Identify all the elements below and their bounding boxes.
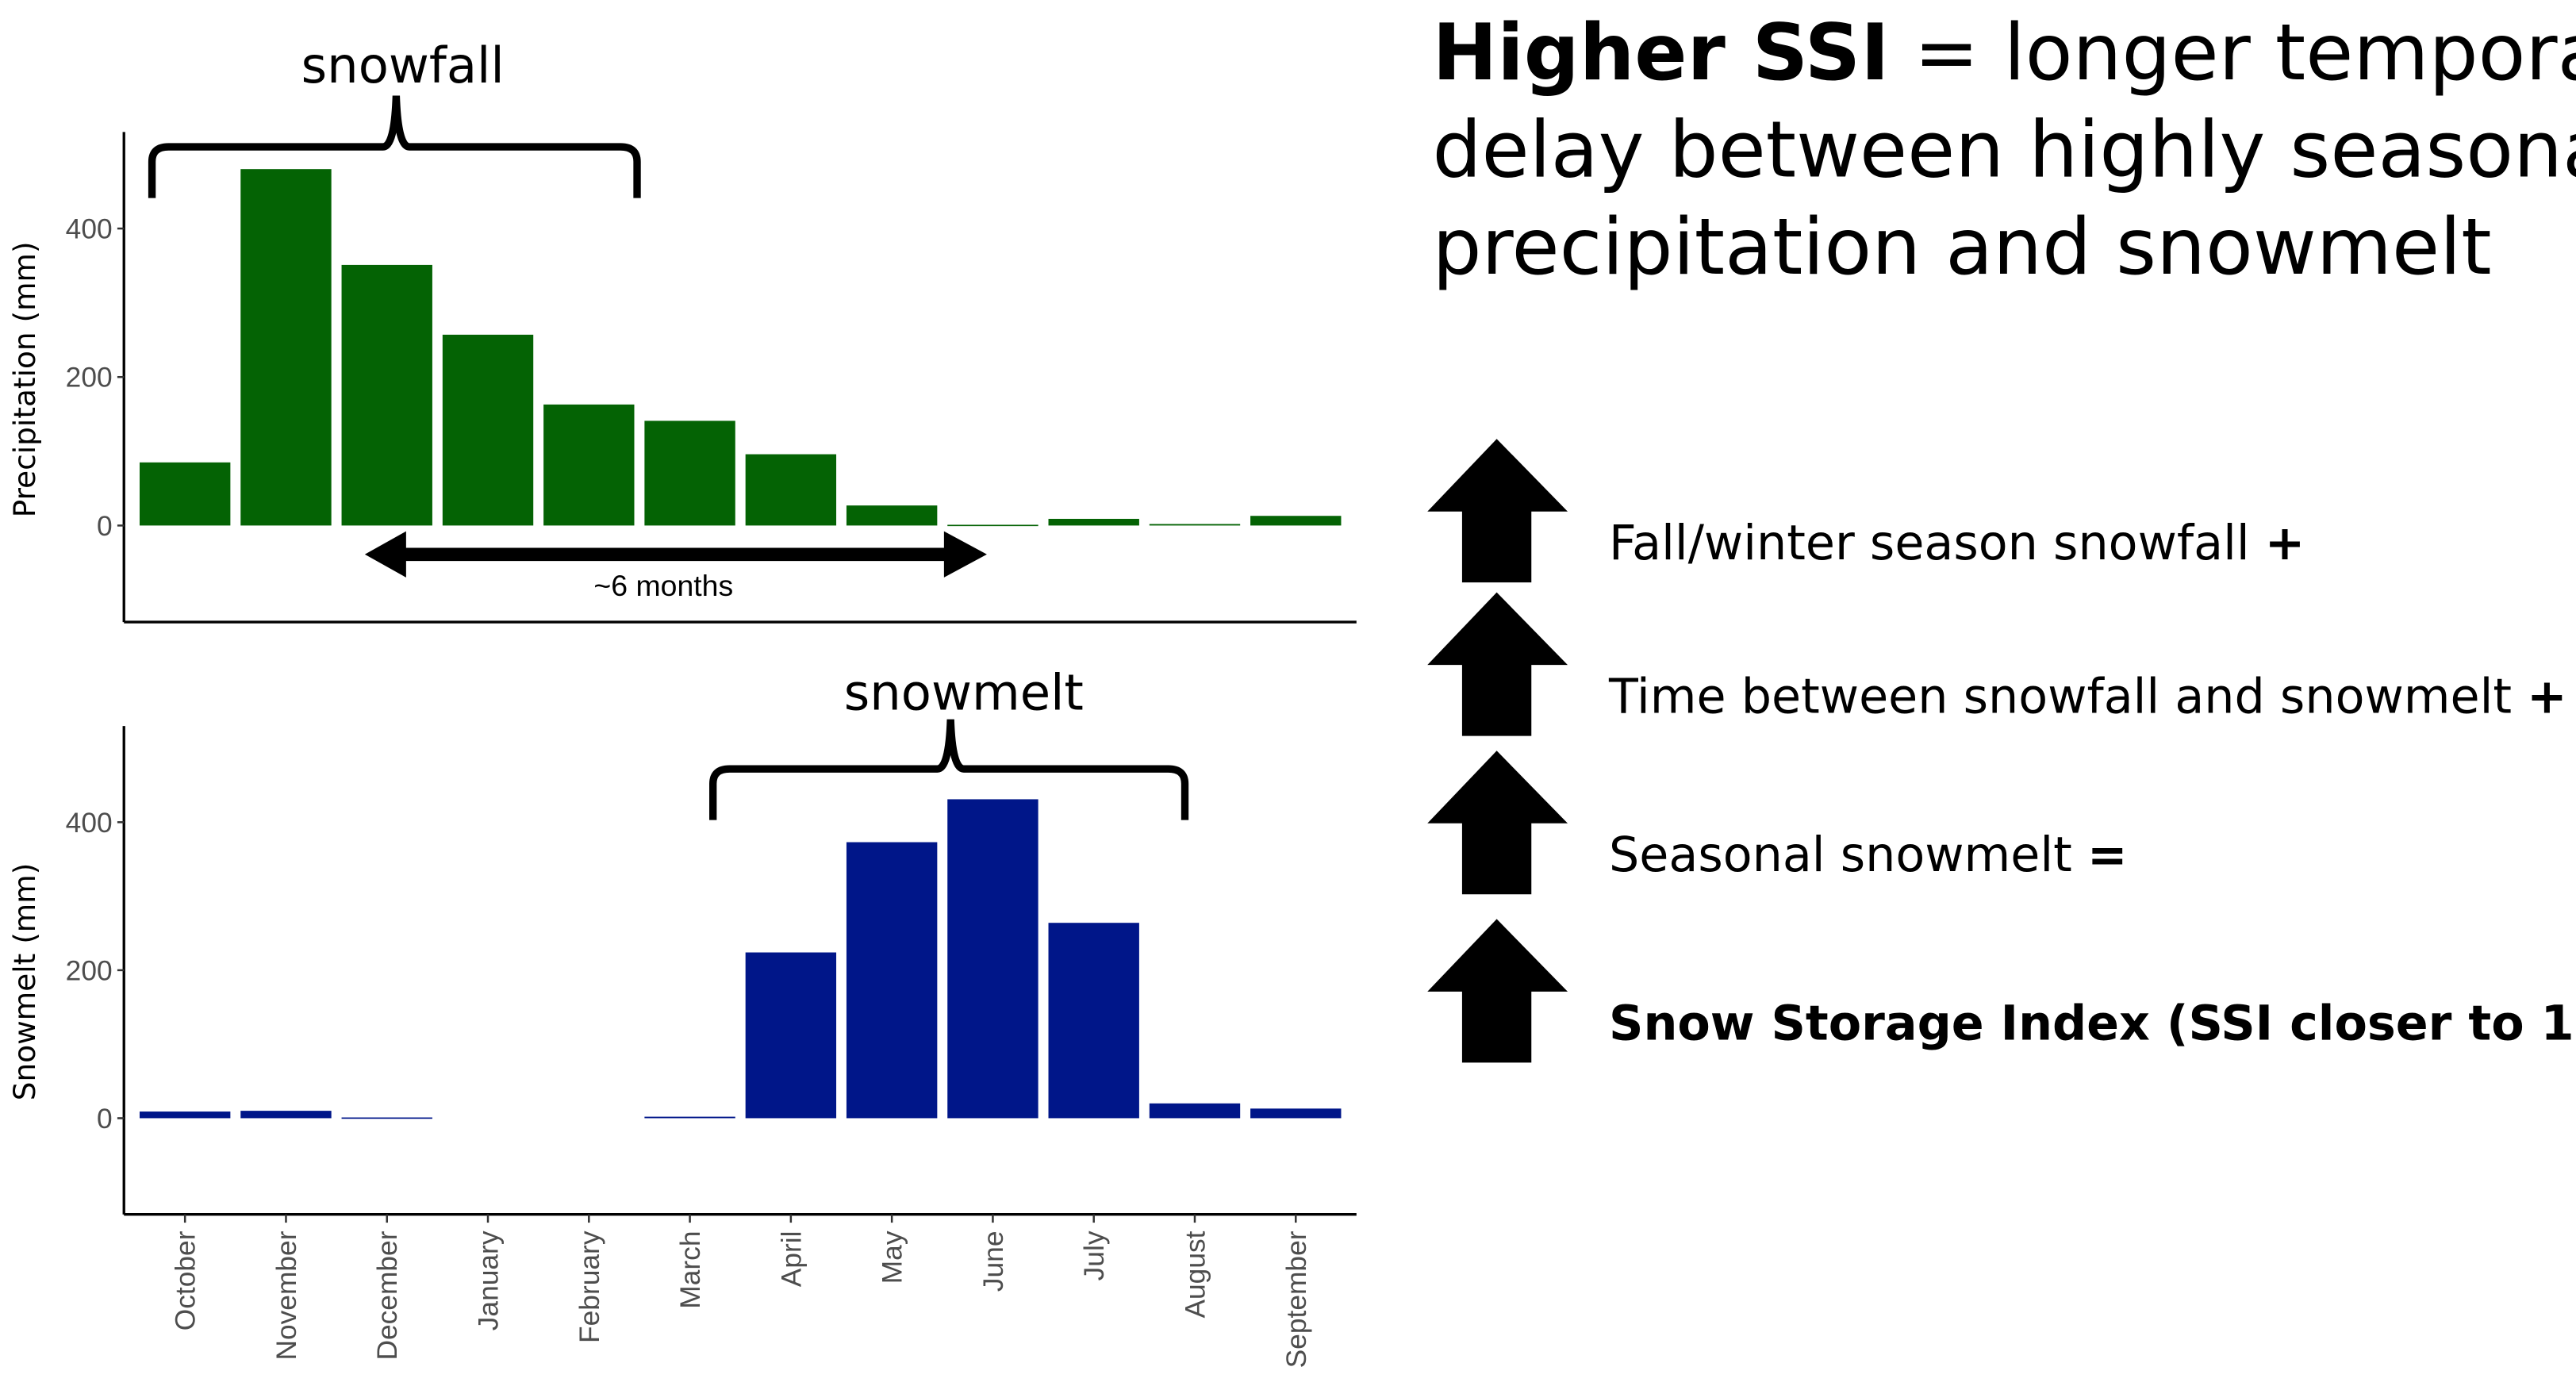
x-tick-label: June <box>978 1231 1009 1292</box>
y-tick-label: 0 <box>97 511 113 542</box>
x-tick-label: September <box>1281 1231 1312 1368</box>
bar-november <box>240 169 332 526</box>
x-tick-label: October <box>171 1231 202 1330</box>
factor-sign: + <box>2265 516 2305 571</box>
bar-october <box>139 462 231 526</box>
bar-july <box>1048 518 1139 526</box>
factor-sign: + <box>2527 669 2567 724</box>
x-tick-label: November <box>271 1231 302 1360</box>
bar-february <box>543 404 635 526</box>
bar-september <box>1250 1108 1342 1119</box>
up-arrow-icon <box>1427 919 1568 1063</box>
headline: Higher SSI = longer temporal <box>1432 8 2576 98</box>
bar-march <box>644 420 735 526</box>
factor-sign: = <box>2087 827 2128 883</box>
bar-june <box>947 799 1038 1119</box>
snowfall-bracket <box>148 95 641 198</box>
bar-april <box>745 952 837 1119</box>
up-arrow-icon <box>1427 592 1568 736</box>
snowmelt-label: snowmelt <box>844 663 1084 721</box>
bar-april <box>745 454 837 526</box>
y-tick-label: 400 <box>66 214 113 245</box>
headline-line3: precipitation and snowmelt <box>1432 202 2491 293</box>
bar-september <box>1250 516 1342 526</box>
bar-march <box>644 1116 735 1119</box>
x-tick-label: January <box>474 1231 505 1330</box>
x-tick-label: March <box>675 1231 706 1309</box>
six-months-arrow <box>364 531 987 578</box>
y-tick-label: 200 <box>66 363 113 394</box>
snowfall-label: snowfall <box>301 36 505 94</box>
y-tick-label: 400 <box>66 808 113 839</box>
bar-december <box>341 1117 432 1119</box>
y-axis-label: Precipitation (mm) <box>7 241 42 517</box>
bar-may <box>846 505 938 526</box>
factor-text: Fall/winter season snowfall + <box>1609 516 2305 571</box>
snowmelt-bracket <box>709 719 1189 820</box>
y-axis-label: Snowmelt (mm) <box>7 863 42 1101</box>
up-arrow-icon <box>1427 439 1568 583</box>
bar-may <box>846 842 938 1119</box>
x-tick-label: August <box>1180 1231 1211 1318</box>
factor-text: Snow Storage Index (SSI closer to 1) <box>1609 996 2576 1051</box>
y-tick-label: 200 <box>66 955 113 986</box>
snowmelt-chart: Snowmelt (mm) 0 200 400 October November Dece… <box>7 663 1357 1368</box>
x-tick-label: July <box>1079 1231 1110 1280</box>
bar-december <box>341 264 432 526</box>
x-tick-label: April <box>776 1231 807 1288</box>
x-tick-label: February <box>574 1231 605 1343</box>
bar-november <box>240 1111 332 1119</box>
y-tick-label: 0 <box>97 1104 113 1135</box>
bar-august <box>1149 1103 1241 1119</box>
x-tick-label: December <box>372 1231 403 1360</box>
precipitation-chart: Precipitation (mm) 0 200 400 snowfall ~6 m… <box>7 36 1357 624</box>
factor-text: Seasonal snowmelt = <box>1609 827 2127 883</box>
up-arrow-icon <box>1427 751 1568 895</box>
bar-august <box>1149 524 1241 526</box>
bar-june <box>947 524 1038 527</box>
bar-october <box>139 1111 231 1119</box>
headline-line2: delay between highly seasonal <box>1432 106 2576 196</box>
factor-text: Time between snowfall and snowmelt + <box>1608 669 2567 724</box>
bar-july <box>1048 923 1139 1119</box>
x-tick-label: May <box>877 1231 908 1284</box>
bar-january <box>442 334 534 526</box>
six-months-label: ~6 months <box>593 569 733 602</box>
